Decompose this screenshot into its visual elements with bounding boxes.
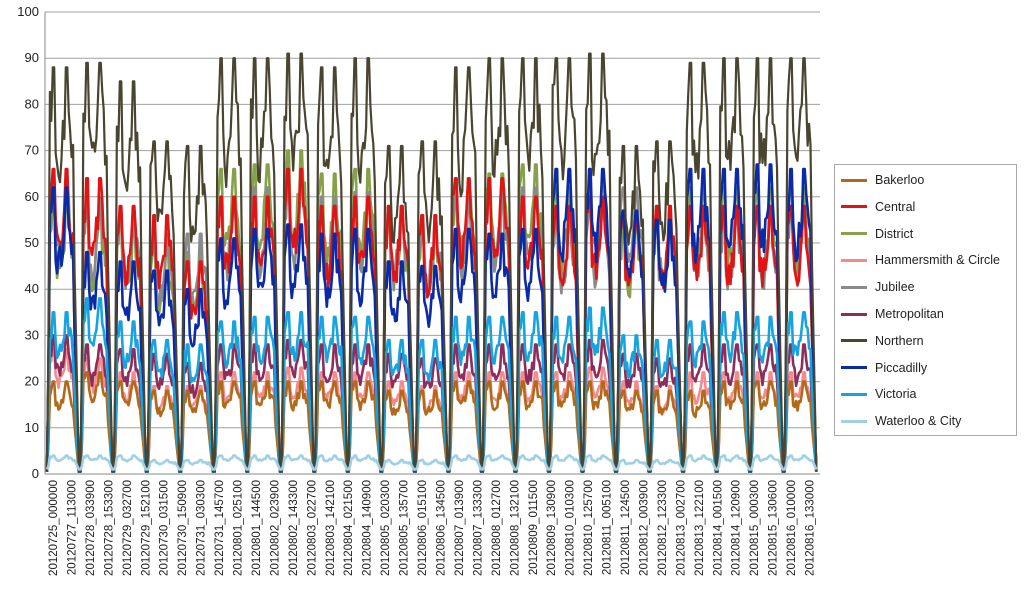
y-tick-label: 80: [25, 96, 39, 111]
legend-item: Central: [841, 199, 915, 215]
legend-item: Waterloo & City: [841, 413, 961, 429]
x-tick-label: 20120730_150900: [177, 480, 189, 576]
legend-swatch: [841, 419, 867, 423]
x-tick-label: 20120804_140900: [362, 480, 374, 576]
axes: [44, 12, 820, 475]
legend-item: Hammersmith & Circle: [841, 252, 1000, 268]
x-tick-label: 20120805_020300: [380, 480, 392, 576]
x-tick-label: 20120814_120900: [731, 480, 743, 576]
x-tick-label: 20120803_022700: [306, 480, 318, 576]
x-tick-label: 20120812_123300: [657, 480, 669, 576]
series-line-bakerloo: [45, 371, 818, 474]
legend-swatch: [841, 232, 867, 236]
legend-swatch: [841, 312, 867, 316]
legend-label: Victoria: [875, 387, 917, 402]
x-tick-label: 20120812_003900: [638, 480, 650, 576]
y-tick-label: 30: [25, 327, 39, 342]
legend-label: Metropolitan: [875, 307, 944, 321]
x-tick-label: 20120801_144500: [251, 480, 263, 576]
x-tick-label: 20120729_152100: [140, 480, 152, 576]
y-tick-label: 50: [25, 235, 39, 250]
x-tick-label: 20120815_130600: [768, 480, 780, 576]
legend-item: Piccadilly: [841, 360, 927, 376]
y-tick-label: 100: [17, 4, 39, 19]
legend-item: Metropolitan: [841, 306, 944, 322]
legend-swatch: [841, 285, 867, 289]
legend-swatch: [841, 258, 867, 262]
legend-item: Victoria: [841, 386, 916, 402]
x-tick-label: 20120816_133000: [805, 480, 817, 576]
legend-item: District: [841, 226, 913, 242]
x-tick-label: 20120730_031500: [159, 480, 171, 576]
legend-label: Piccadilly: [875, 360, 928, 375]
legend: Bakerloo Central District Hammersmith & Cir…: [834, 164, 1017, 436]
y-tick-label: 90: [25, 50, 39, 65]
x-tick-label: 20120810_125700: [583, 480, 595, 576]
y-tick-label: 20: [25, 374, 39, 389]
x-tick-label: 20120813_122100: [694, 480, 706, 576]
x-tick-label: 20120728_153300: [103, 480, 115, 576]
x-tick-label: 20120725_000000: [48, 480, 60, 576]
series-line-waterloo-city: [45, 454, 818, 471]
legend-label: Waterloo & City: [875, 414, 962, 429]
x-tick-label: 20120810_010300: [565, 480, 577, 576]
legend-label: Northern: [875, 333, 924, 348]
x-tick-label: 20120806_015100: [417, 480, 429, 576]
series-line-piccadilly: [45, 163, 818, 474]
legend-swatch: [841, 366, 867, 370]
y-tick-label: 70: [25, 143, 39, 158]
series-lines: [45, 52, 818, 474]
legend-swatch: [841, 392, 867, 396]
x-tick-label: 20120816_010000: [786, 480, 798, 576]
legend-item: Jubilee: [841, 279, 915, 295]
x-tick-label: 20120806_134500: [436, 480, 448, 576]
legend-label: District: [875, 226, 914, 241]
y-tick-label: 60: [25, 189, 39, 204]
series-line-northern: [45, 52, 818, 473]
y-tick-label: 10: [25, 420, 39, 435]
x-tick-label: 20120731_030300: [196, 480, 208, 576]
x-tick-label: 20120804_021500: [343, 480, 355, 576]
x-tick-label: 20120727_113000: [66, 480, 78, 575]
x-tick-label: 20120808_012700: [491, 480, 503, 576]
x-tick-label: 20120801_025100: [233, 480, 245, 576]
legend-swatch: [841, 178, 867, 182]
x-tick-label: 20120811_005100: [602, 480, 614, 575]
x-tick-label: 20120815_000300: [749, 480, 761, 576]
x-tick-label: 20120807_013900: [454, 480, 466, 576]
legend-label: Central: [875, 199, 916, 214]
legend-label: Hammersmith & Circle: [875, 253, 1001, 268]
x-tick-label: 20120807_133300: [472, 480, 484, 576]
series-line-victoria: [45, 297, 818, 474]
x-tick-label: 20120805_135700: [399, 480, 411, 576]
x-tick-label: 20120802_143300: [288, 480, 300, 576]
x-tick-label: 20120811_124500: [620, 480, 632, 575]
legend-swatch: [841, 339, 867, 343]
x-axis-ticks: 20120725_000000 20120727_113000 20120728_0…: [48, 480, 817, 576]
y-tick-label: 0: [32, 466, 39, 481]
legend-swatch: [841, 205, 867, 209]
x-tick-label: 20120802_023900: [269, 480, 281, 576]
x-tick-label: 20120729_032700: [122, 480, 134, 576]
legend-item: Northern: [841, 333, 924, 349]
y-axis-ticks: 0 10 20 30 40 50 60 70 80 90 100: [17, 4, 39, 481]
x-tick-label: 20120728_033900: [85, 480, 97, 576]
x-tick-label: 20120814_001500: [712, 480, 724, 576]
x-tick-label: 20120813_002700: [675, 480, 687, 576]
legend-label: Bakerloo: [875, 173, 925, 187]
x-tick-label: 20120809_011500: [528, 480, 540, 575]
legend-item: Bakerloo: [841, 172, 924, 188]
x-tick-label: 20120803_142100: [325, 480, 337, 576]
x-tick-label: 20120809_130900: [546, 480, 558, 576]
legend-label: Jubilee: [875, 280, 915, 295]
x-tick-label: 20120731_145700: [214, 480, 226, 576]
y-tick-label: 40: [25, 281, 39, 296]
x-tick-label: 20120808_132100: [509, 480, 521, 576]
